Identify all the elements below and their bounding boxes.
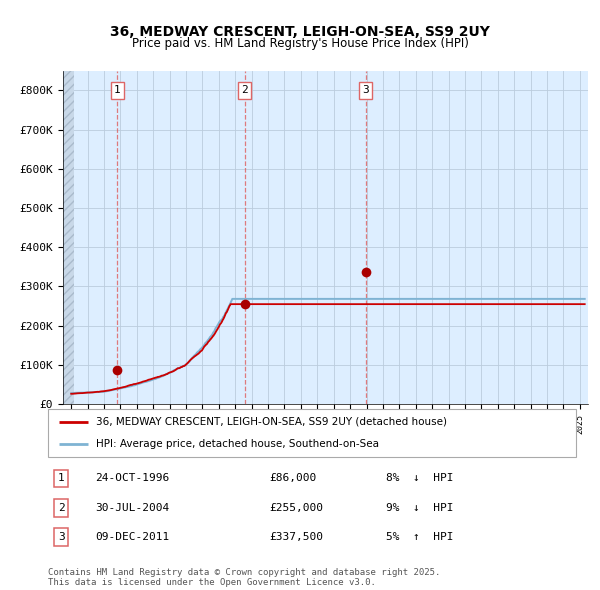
- Text: Contains HM Land Registry data © Crown copyright and database right 2025.
This d: Contains HM Land Registry data © Crown c…: [48, 568, 440, 587]
- Text: 9%  ↓  HPI: 9% ↓ HPI: [386, 503, 454, 513]
- Text: 8%  ↓  HPI: 8% ↓ HPI: [386, 473, 454, 483]
- Text: 2: 2: [58, 503, 65, 513]
- Text: Price paid vs. HM Land Registry's House Price Index (HPI): Price paid vs. HM Land Registry's House …: [131, 37, 469, 50]
- Text: HPI: Average price, detached house, Southend-on-Sea: HPI: Average price, detached house, Sout…: [95, 439, 379, 449]
- Text: 3: 3: [362, 86, 369, 96]
- Text: 36, MEDWAY CRESCENT, LEIGH-ON-SEA, SS9 2UY (detached house): 36, MEDWAY CRESCENT, LEIGH-ON-SEA, SS9 2…: [95, 417, 446, 427]
- Text: 1: 1: [114, 86, 121, 96]
- FancyBboxPatch shape: [48, 409, 576, 457]
- Text: 36, MEDWAY CRESCENT, LEIGH-ON-SEA, SS9 2UY: 36, MEDWAY CRESCENT, LEIGH-ON-SEA, SS9 2…: [110, 25, 490, 39]
- Text: 30-JUL-2004: 30-JUL-2004: [95, 503, 170, 513]
- Text: 24-OCT-1996: 24-OCT-1996: [95, 473, 170, 483]
- Text: £255,000: £255,000: [270, 503, 324, 513]
- Text: £337,500: £337,500: [270, 532, 324, 542]
- Text: 3: 3: [58, 532, 65, 542]
- Text: 1: 1: [58, 473, 65, 483]
- Text: £86,000: £86,000: [270, 473, 317, 483]
- Text: 5%  ↑  HPI: 5% ↑ HPI: [386, 532, 454, 542]
- Text: 2: 2: [241, 86, 248, 96]
- Text: 09-DEC-2011: 09-DEC-2011: [95, 532, 170, 542]
